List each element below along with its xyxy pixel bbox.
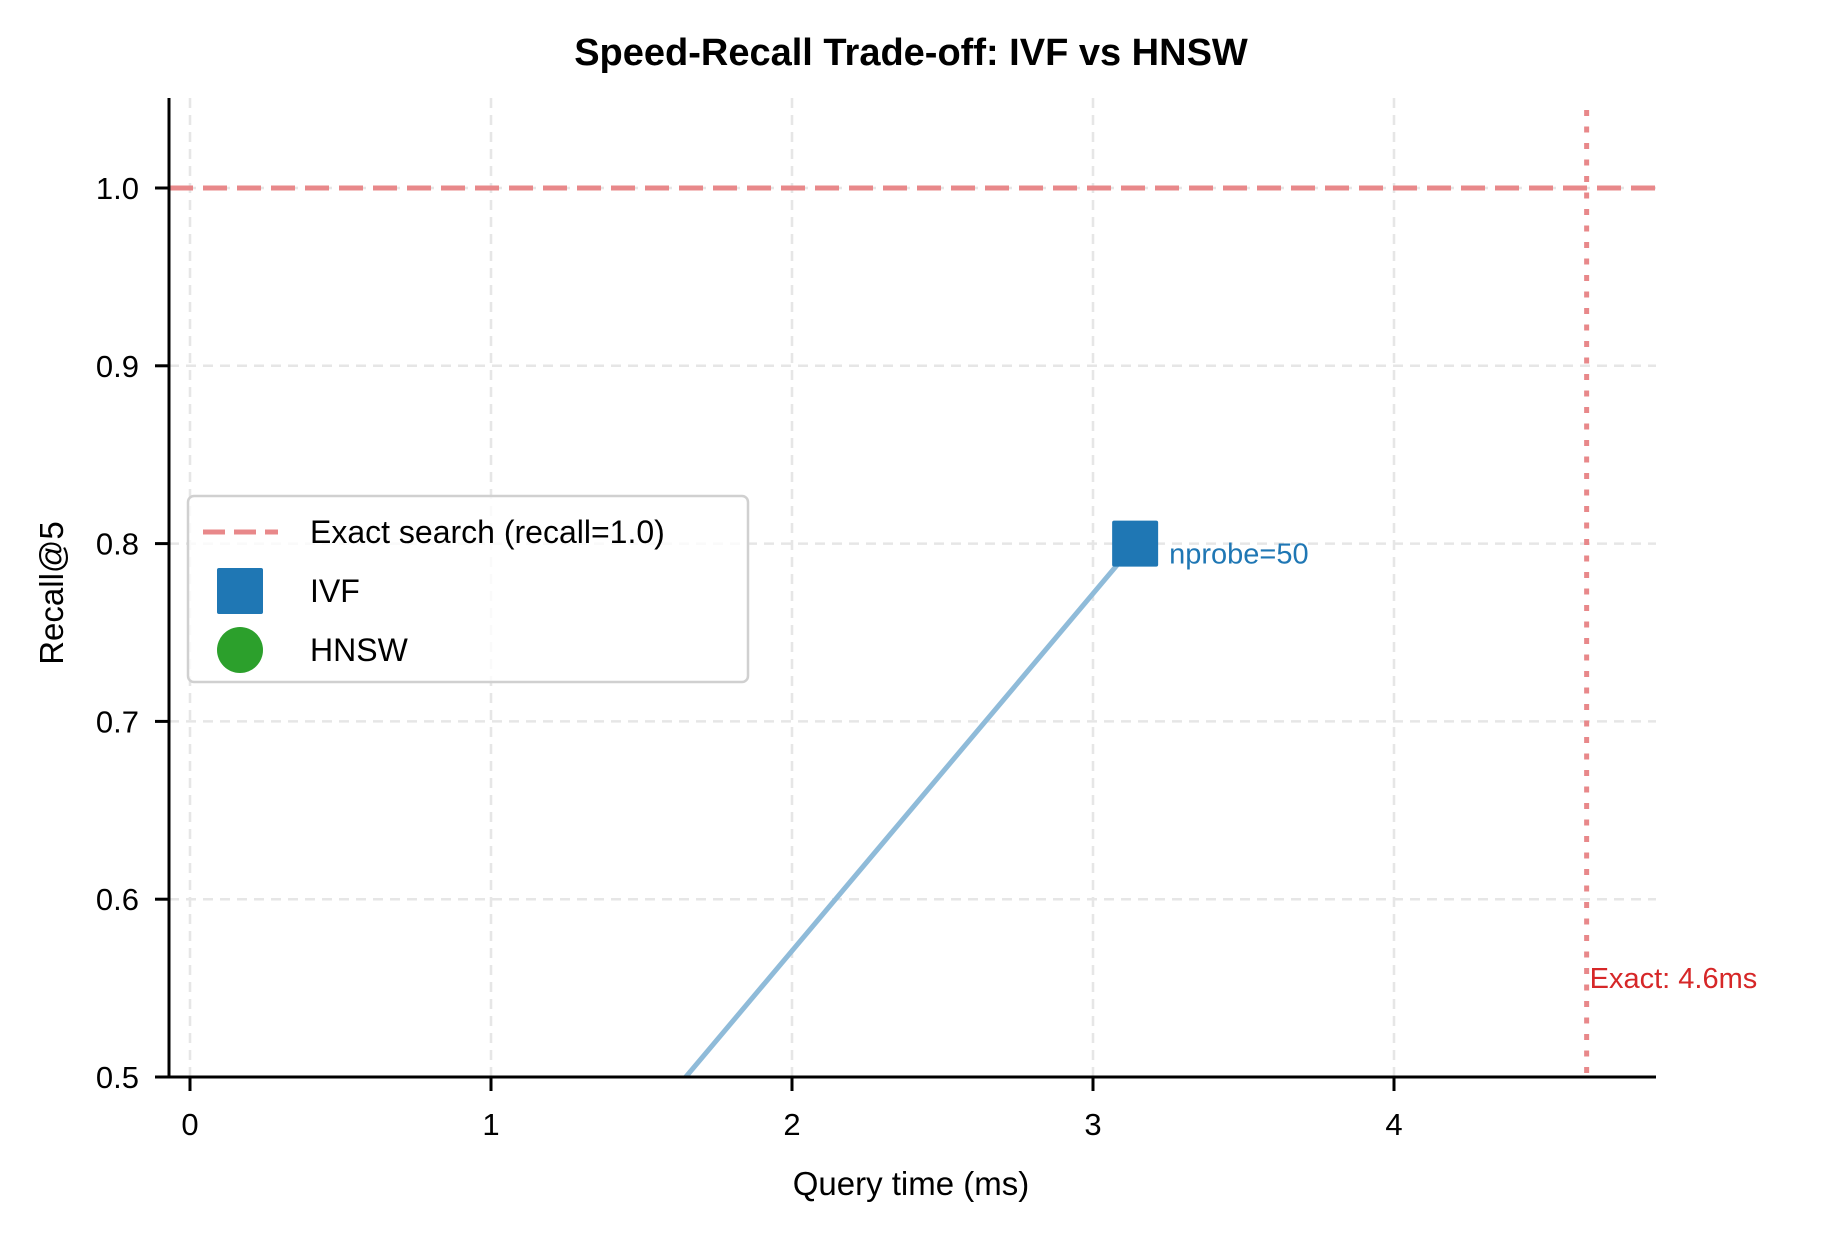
x-axis-label: Query time (ms) xyxy=(793,1165,1030,1202)
tick-labels: 0 1 2 3 4 0.5 0.6 0.7 0.8 0.9 1.0 xyxy=(96,171,1403,1142)
ivf-square-marker xyxy=(1112,520,1159,567)
y-tick-label: 0.8 xyxy=(96,527,139,562)
data-series xyxy=(682,520,1159,1077)
annotations: nprobe=50 Exact: 4.6ms xyxy=(1169,539,1757,995)
x-tick-label: 2 xyxy=(783,1107,800,1142)
axes xyxy=(155,98,1656,1091)
reference-lines xyxy=(169,110,1656,1077)
legend-circle-icon xyxy=(217,627,263,673)
ivf-line xyxy=(682,541,1138,1077)
legend: Exact search (recall=1.0) IVF HNSW xyxy=(186,494,750,684)
legend-square-icon xyxy=(217,568,263,614)
y-tick-label: 0.6 xyxy=(96,882,139,917)
y-tick-label: 0.5 xyxy=(96,1060,139,1095)
legend-label: IVF xyxy=(310,573,360,609)
x-tick-label: 1 xyxy=(482,1107,499,1142)
legend-box xyxy=(186,494,750,684)
x-tick-label: 4 xyxy=(1385,1107,1402,1142)
point-label: nprobe=50 xyxy=(1169,539,1309,571)
x-tick-label: 3 xyxy=(1084,1107,1101,1142)
legend-label: Exact search (recall=1.0) xyxy=(310,514,665,550)
y-axis-label: Recall@5 xyxy=(33,521,70,665)
series-group xyxy=(682,541,1138,1077)
legend-label: HNSW xyxy=(310,632,409,668)
exact-time-annotation: Exact: 4.6ms xyxy=(1590,963,1758,995)
y-tick-label: 0.7 xyxy=(96,704,139,739)
y-tick-label: 0.9 xyxy=(96,349,139,384)
x-tick-label: 0 xyxy=(181,1107,198,1142)
chart-title: Speed-Recall Trade-off: IVF vs HNSW xyxy=(574,32,1248,74)
y-tick-label: 1.0 xyxy=(96,171,139,206)
